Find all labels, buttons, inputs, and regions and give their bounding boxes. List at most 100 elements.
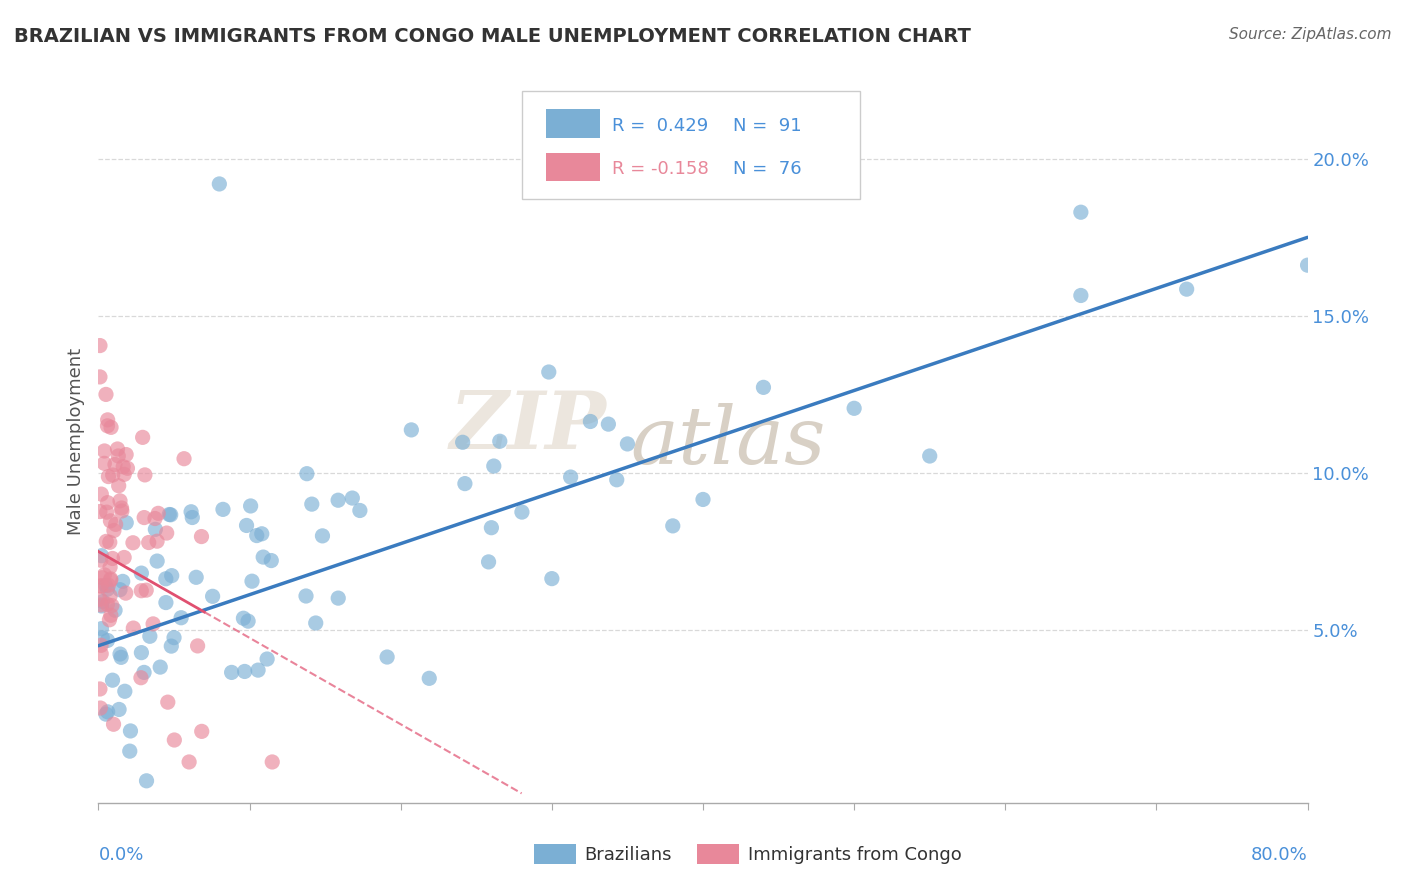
Point (752, 380, 775, 394)
Point (100, 420, 122, 434)
Point (160, 568, 183, 582)
Point (118, 744, 141, 758)
Point (482, 458, 505, 473)
Point (918, 449, 941, 463)
Point (108, 702, 131, 716)
Point (180, 505, 202, 519)
Text: atlas: atlas (630, 403, 825, 480)
Point (107, 442, 129, 456)
Point (240, 574, 263, 589)
Point (606, 473, 628, 487)
Point (110, 650, 132, 665)
Point (117, 461, 139, 475)
Point (129, 671, 152, 685)
Point (115, 448, 138, 462)
Point (295, 589, 318, 603)
Point (163, 733, 186, 747)
Point (328, 591, 350, 606)
Point (91, 631, 114, 645)
Point (112, 550, 135, 565)
Point (661, 519, 683, 533)
Point (104, 603, 127, 617)
Point (157, 508, 180, 522)
Point (112, 459, 135, 474)
FancyBboxPatch shape (546, 109, 600, 138)
Point (173, 451, 195, 466)
Point (190, 530, 212, 544)
Point (98, 535, 121, 549)
Point (131, 646, 153, 660)
Point (98, 560, 121, 574)
Point (160, 639, 183, 653)
Point (246, 528, 269, 542)
Point (93, 456, 115, 470)
Point (90, 598, 112, 612)
Point (90, 579, 112, 593)
Point (90, 647, 112, 661)
Point (256, 652, 278, 666)
Point (132, 665, 155, 680)
Point (94, 578, 117, 592)
Point (342, 491, 364, 505)
Point (120, 723, 142, 738)
Point (90, 553, 112, 567)
Point (89, 338, 111, 352)
Point (93, 567, 115, 582)
Point (537, 365, 560, 379)
Point (311, 529, 333, 543)
Point (108, 647, 131, 661)
Point (100, 573, 122, 587)
Point (451, 435, 474, 450)
Text: N =  76: N = 76 (734, 161, 801, 178)
Point (89, 592, 111, 607)
Point (181, 510, 204, 524)
Point (1070, 288, 1092, 302)
Point (94, 387, 117, 401)
Point (477, 555, 499, 569)
Point (110, 501, 132, 516)
Point (101, 551, 124, 566)
Point (96, 633, 118, 648)
Point (89, 681, 111, 696)
Point (103, 717, 125, 731)
Point (97, 496, 120, 510)
Point (111, 504, 134, 518)
Point (155, 596, 177, 610)
Point (98, 589, 121, 603)
Point (1296, 258, 1319, 272)
Point (186, 570, 208, 584)
Point (114, 586, 136, 600)
Point (131, 583, 153, 598)
Point (89, 370, 111, 384)
Point (115, 516, 138, 530)
Point (104, 517, 127, 532)
Text: N =  91: N = 91 (734, 117, 801, 135)
Point (236, 614, 259, 628)
Point (155, 572, 177, 586)
Point (401, 423, 423, 437)
Point (114, 684, 136, 698)
Point (96, 418, 118, 433)
Point (101, 468, 124, 483)
Point (101, 599, 124, 613)
Point (262, 755, 284, 769)
Point (91, 571, 114, 585)
Point (98, 613, 121, 627)
Point (208, 177, 231, 191)
Point (149, 660, 172, 674)
Point (134, 467, 156, 482)
Point (89, 701, 111, 715)
Point (97, 705, 120, 719)
Point (90, 579, 112, 593)
Point (108, 582, 131, 597)
FancyBboxPatch shape (697, 844, 740, 864)
Point (454, 476, 477, 491)
Point (250, 526, 273, 541)
Point (135, 773, 157, 788)
Point (135, 583, 157, 598)
FancyBboxPatch shape (522, 91, 860, 200)
Text: 80.0%: 80.0% (1251, 847, 1308, 864)
Point (260, 553, 283, 567)
Point (142, 616, 165, 631)
Point (101, 673, 124, 688)
